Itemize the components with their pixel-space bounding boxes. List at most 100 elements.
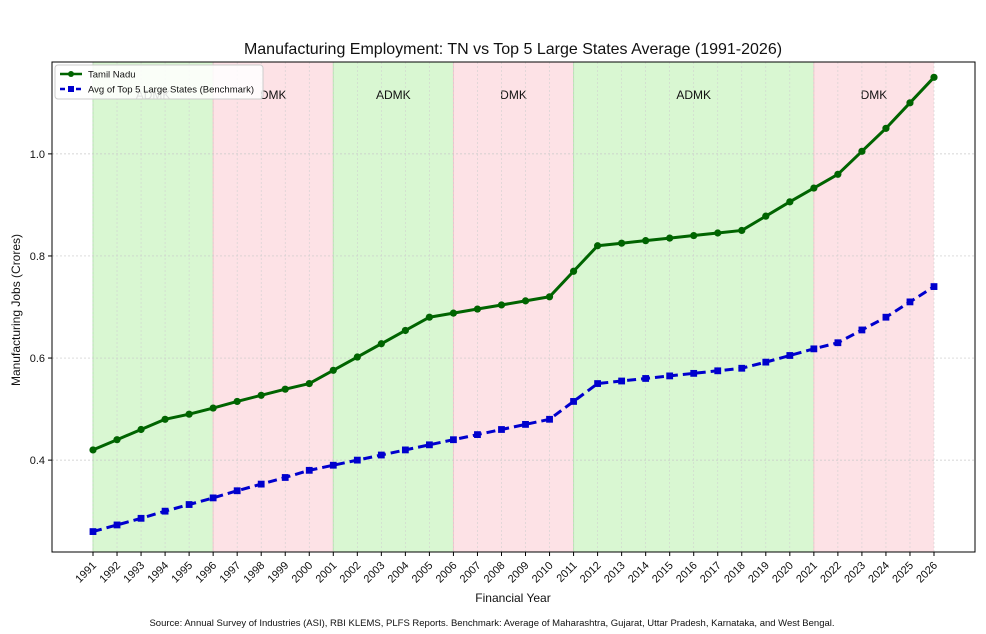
chart-title: Manufacturing Employment: TN vs Top 5 La… [244, 41, 782, 58]
x-tick-label-35: 2026 [914, 560, 940, 586]
x-tick-label-10: 2001 [314, 560, 340, 586]
series-1-point-5 [209, 494, 217, 502]
x-tick-label-28: 2019 [746, 560, 772, 586]
x-tick-label-32: 2023 [842, 560, 868, 586]
plot-frame [51, 61, 976, 553]
series-1-point-1 [113, 521, 121, 529]
series-1-point-31 [834, 339, 842, 347]
series-0-point-0 [89, 446, 97, 454]
x-tick-label-11: 2002 [338, 560, 364, 586]
band-label-3: DMK [500, 88, 527, 102]
series-0-point-3 [161, 415, 169, 423]
series-1-point-16 [474, 431, 481, 439]
series-1-point-14 [426, 441, 433, 449]
legend: Tamil Nadu Avg of Top 5 Large States (Ben… [54, 64, 264, 100]
x-tick-label-16: 2007 [458, 560, 484, 586]
series-line-0 [92, 76, 936, 452]
y-tick-label-3: 1.0 [30, 149, 45, 161]
series-line-1 [92, 285, 935, 534]
series-0-point-26 [714, 229, 722, 237]
series-0-point-28 [762, 212, 770, 220]
series-1-point-19 [546, 415, 553, 423]
series-1-point-23 [642, 375, 650, 382]
legend-label-1: Avg of Top 5 Large States (Benchmark) [88, 85, 254, 96]
series-0-point-16 [473, 305, 482, 313]
x-tick-label-2: 1993 [121, 560, 147, 586]
x-tick-label-22: 2013 [602, 560, 628, 586]
legend-marker-1 [68, 86, 74, 92]
x-tick-label-19: 2010 [530, 560, 556, 586]
series-layer [89, 73, 938, 535]
x-tick-label-0: 1991 [73, 560, 99, 586]
legend-box [54, 64, 264, 100]
x-tick-label-24: 2015 [650, 560, 676, 586]
series-1-point-32 [858, 326, 866, 334]
series-0-point-14 [425, 313, 433, 321]
series-0-point-33 [882, 124, 890, 132]
series-0-point-5 [209, 404, 217, 412]
series-0-point-25 [690, 231, 698, 240]
x-tick-label-4: 1995 [169, 560, 195, 586]
series-0-point-20 [569, 267, 578, 275]
x-tick-label-7: 1998 [242, 560, 268, 586]
series-0-point-23 [642, 237, 650, 245]
series-1-point-18 [522, 420, 529, 428]
legend-marker-0 [68, 71, 74, 77]
band-5 [813, 62, 934, 552]
x-tick-label-12: 2003 [362, 560, 388, 586]
series-0-point-18 [521, 297, 530, 305]
x-tick-label-26: 2017 [698, 560, 724, 586]
series-0-point-35 [930, 73, 938, 81]
x-tick-label-34: 2025 [890, 560, 916, 586]
x-tick-label-29: 2020 [770, 560, 796, 586]
series-0-point-7 [257, 391, 265, 399]
series-0-point-15 [449, 309, 458, 317]
band-label-5: DMK [861, 88, 888, 102]
series-1-point-21 [594, 380, 601, 387]
series-1-point-17 [498, 426, 505, 433]
x-tick-label-9: 2000 [290, 560, 316, 586]
x-tick-label-18: 2009 [506, 560, 532, 586]
x-tick-label-17: 2008 [482, 560, 508, 586]
band-3 [453, 62, 574, 552]
x-tick-label-25: 2016 [674, 560, 700, 586]
x-tick-label-14: 2005 [410, 560, 436, 586]
series-0-point-13 [401, 326, 409, 335]
band-1 [213, 62, 334, 552]
x-tick-label-8: 1999 [266, 560, 292, 586]
band-label-2: ADMK [376, 88, 411, 102]
series-1-point-27 [738, 364, 746, 372]
series-1-point-7 [257, 480, 265, 488]
series-1-point-8 [281, 474, 289, 481]
series-0-point-32 [858, 147, 866, 155]
series-1-point-29 [786, 352, 794, 359]
series-1-point-9 [305, 466, 313, 474]
series-1-point-22 [618, 377, 626, 385]
y-axis-title: Manufacturing Jobs (Crores) [9, 234, 23, 386]
series-0-point-11 [353, 353, 361, 361]
series-1-point-24 [666, 372, 674, 380]
x-tick-label-23: 2014 [626, 560, 652, 586]
series-0-point-29 [786, 198, 794, 206]
series-1-point-20 [570, 398, 577, 405]
legend-label-0: Tamil Nadu [88, 70, 136, 81]
x-tick-label-1: 1992 [97, 560, 123, 586]
series-1-point-30 [810, 345, 818, 353]
series-0-point-24 [666, 234, 674, 242]
series-1-point-0 [89, 528, 97, 535]
series-1-point-2 [137, 514, 145, 522]
series-0-point-2 [137, 425, 145, 434]
series-1-point-11 [353, 456, 361, 464]
series-1-point-35 [930, 283, 938, 290]
x-tick-label-6: 1997 [217, 560, 243, 586]
series-0-point-34 [906, 99, 914, 107]
series-1-point-13 [401, 446, 409, 454]
series-0-point-1 [113, 436, 121, 444]
source-note: Source: Annual Survey of Industries (ASI… [149, 618, 834, 629]
series-0-point-27 [738, 226, 746, 235]
series-1-point-12 [377, 451, 385, 459]
band-2 [333, 62, 454, 552]
x-tick-label-21: 2012 [578, 560, 604, 586]
